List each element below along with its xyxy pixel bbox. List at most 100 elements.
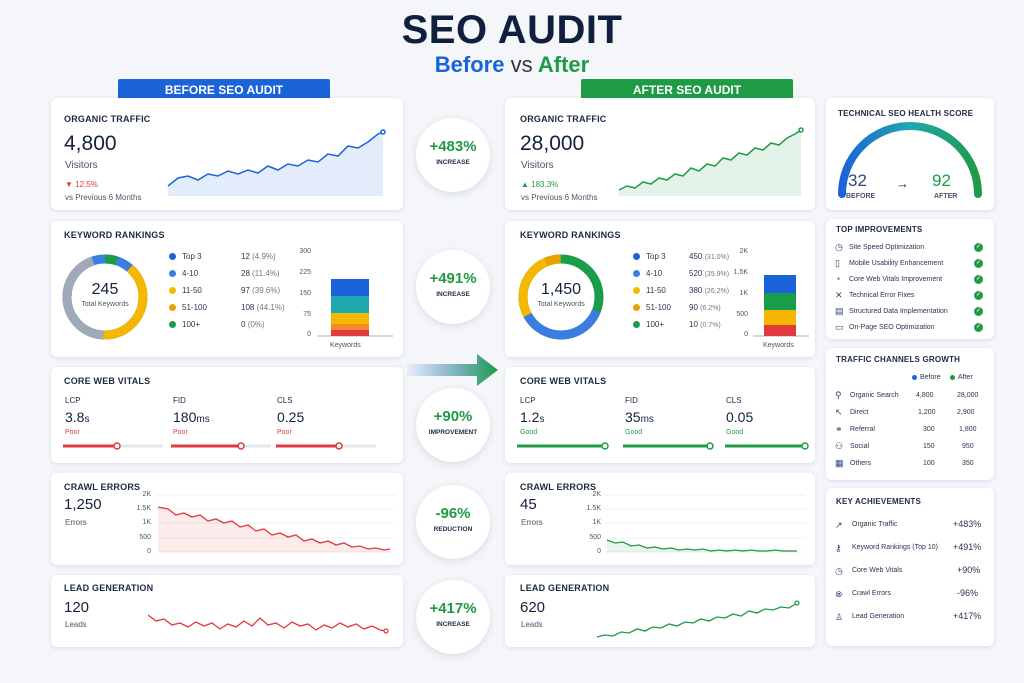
channel-after: 2,900	[957, 409, 975, 416]
leads-value: 620	[520, 599, 546, 616]
card-title: TRAFFIC CHANNELS GROWTH	[836, 355, 961, 364]
dot-icon	[950, 375, 955, 380]
organic-delta: ▼ 12.5%	[65, 180, 98, 189]
after-leads-card: LEAD GENERATION 620 Leads	[505, 575, 815, 647]
dot-icon	[169, 287, 176, 294]
leads-chart	[147, 614, 389, 634]
check-icon: ✓	[974, 275, 983, 284]
axis-tick: 500	[139, 534, 151, 541]
axis-tick: 0	[744, 331, 748, 338]
card-title: ORGANIC TRAFFIC	[64, 114, 151, 124]
before-organic-card: ORGANIC TRAFFIC 4,800 Visitors ▼ 12.5% v…	[51, 98, 403, 210]
legend-value: 450 (31.0%)	[689, 252, 730, 261]
card-title: LEAD GENERATION	[64, 583, 154, 593]
axis-tick: 1.5K	[136, 505, 151, 512]
arrow-right-icon: →	[896, 176, 909, 191]
keywords-total-label: Total Keywords	[81, 301, 129, 308]
crawl-chart	[156, 494, 396, 553]
crawl-unit: Errors	[521, 518, 543, 527]
achievement-value: -96%	[957, 588, 979, 598]
legend-11-50: 11-50	[633, 286, 666, 295]
health-after-label: AFTER	[934, 193, 958, 200]
channel-name: Referral	[850, 426, 875, 433]
keywords-donut	[518, 254, 604, 340]
check-icon: ✓	[974, 307, 983, 316]
check-icon: ✓	[974, 291, 983, 300]
social-icon: ⚇	[835, 441, 844, 451]
crawl-value: 45	[520, 496, 537, 513]
health-before: 32	[848, 171, 867, 190]
organic-delta-note: vs Previous 6 Months	[521, 193, 598, 202]
keywords-stacked-bar	[317, 279, 393, 337]
dot-icon	[633, 253, 640, 260]
channel-after: 350	[962, 460, 974, 467]
organic-sparkline	[167, 129, 386, 196]
channel-name: Organic Search	[850, 392, 899, 399]
card-title: CORE WEB VITALS	[64, 376, 151, 386]
cwv-bars	[517, 442, 809, 450]
legend-value: 108 (44.1%)	[241, 303, 285, 312]
legend-value: 0 (0%)	[241, 320, 265, 329]
transition-arrow-icon	[407, 354, 498, 386]
dot-icon	[633, 270, 640, 277]
after-cwv-card: CORE WEB VITALS LCP 1.2s Good FID 35ms G…	[505, 367, 815, 463]
change-bubble-leads: +417% INCREASE	[416, 580, 490, 654]
organic-value: 4,800	[64, 132, 117, 155]
card-title: TOP IMPROVEMENTS	[836, 225, 923, 234]
achievement-value: +90%	[957, 565, 981, 575]
achievement-value: +417%	[953, 611, 982, 621]
check-icon: ✓	[974, 323, 983, 332]
crawl-chart	[605, 494, 805, 553]
health-after: 92	[932, 171, 951, 190]
axis-tick: 0	[307, 331, 311, 338]
lcp-status: Good	[520, 429, 538, 436]
bar-label: Keywords	[330, 342, 361, 349]
legend-51-100: 51-100	[169, 303, 207, 312]
dot-icon	[169, 304, 176, 311]
dot-icon	[633, 321, 640, 328]
axis-tick: 150	[299, 290, 311, 297]
legend-4-10: 4-10	[633, 269, 662, 278]
channel-after: 1,800	[959, 426, 977, 433]
legend-value: 10 (0.7%)	[689, 320, 721, 329]
card-title: CRAWL ERRORS	[64, 482, 141, 492]
keywords-donut	[62, 254, 148, 340]
improvement-item: On-Page SEO Optimization	[849, 324, 935, 331]
crawl-value: 1,250	[64, 496, 102, 513]
organic-sparkline	[618, 127, 804, 196]
dot-icon	[169, 253, 176, 260]
change-bubble-cwv: +90% IMPROVEMENT	[416, 388, 490, 462]
cls-status: Poor	[277, 429, 292, 436]
improvement-item: Site Speed Optimization	[849, 244, 925, 251]
legend-top3: Top 3	[169, 252, 202, 261]
after-crawl-card: CRAWL ERRORS 45 Errors 2K 1.5K 1K 500 0	[505, 473, 815, 565]
axis-tick: 2K	[142, 491, 151, 498]
channel-name: Social	[850, 443, 870, 450]
achievements-card: KEY ACHIEVEMENTS ↗ Organic Traffic +483%…	[826, 488, 994, 646]
card-title: ORGANIC TRAFFIC	[520, 114, 607, 124]
card-title: KEYWORD RANKINGS	[64, 230, 165, 240]
lcp-value: 1.2s	[520, 409, 545, 425]
fid-name: FID	[173, 396, 186, 405]
change-bubble-keywords: +491% INCREASE	[416, 250, 490, 324]
change-bubble-organic: +483% INCREASE	[416, 118, 490, 192]
page-subtitle: Before vs After	[0, 52, 1024, 78]
health-before-label: BEFORE	[846, 193, 876, 200]
dot-icon	[912, 375, 917, 380]
legend-value: 97 (39.6%)	[241, 286, 281, 295]
improvement-item: Technical Error Fixes	[849, 292, 915, 299]
legend-value: 520 (35.9%)	[689, 269, 730, 278]
dot-icon	[169, 321, 176, 328]
mobile-icon: ▯	[835, 258, 840, 268]
legend-before: Before	[912, 374, 941, 381]
card-title: LEAD GENERATION	[520, 583, 610, 593]
axis-tick: 75	[303, 311, 311, 318]
axis-tick: 0	[597, 548, 601, 555]
axis-tick: 500	[589, 534, 601, 541]
dot-icon	[633, 287, 640, 294]
lcp-name: LCP	[65, 396, 81, 405]
key-icon: ⚷	[835, 543, 842, 553]
dot-icon	[169, 270, 176, 277]
axis-tick: 2K	[592, 491, 601, 498]
fid-value: 35ms	[625, 409, 654, 425]
